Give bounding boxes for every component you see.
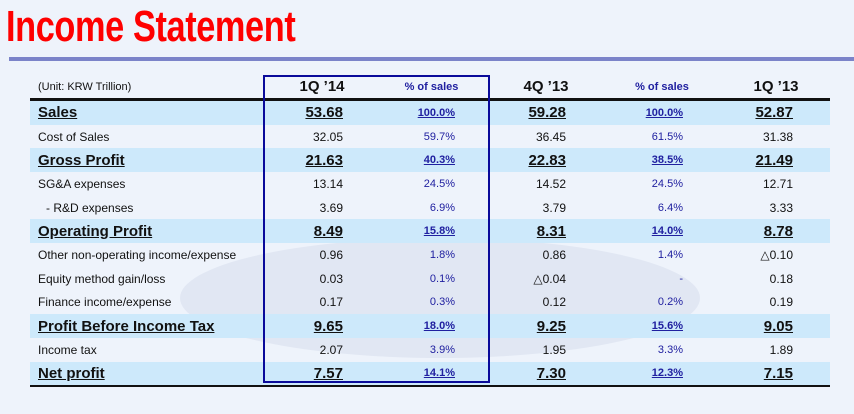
unit-label: (Unit: KRW Trillion) bbox=[38, 80, 132, 93]
pct-4q13: 14.0% bbox=[651, 225, 683, 238]
table-row: Sales 53.68 100.0% 59.28 100.0% 52.87 bbox=[30, 101, 830, 125]
header-4q13: 4Q ’13 bbox=[523, 78, 569, 95]
header-1q13: 1Q ’13 bbox=[753, 78, 799, 95]
table-row: Net profit 7.57 14.1% 7.30 12.3% 7.15 bbox=[30, 361, 830, 388]
pct-4q13: 1.4% bbox=[657, 248, 683, 261]
value-4q13: 0.12 bbox=[542, 295, 566, 310]
row-label: Finance income/expense bbox=[38, 295, 172, 310]
page-title: Income Statement bbox=[6, 2, 296, 51]
value-4q13: 0.86 bbox=[542, 247, 566, 262]
value-4q13: 59.28 bbox=[528, 104, 566, 122]
table-row: Equity method gain/loss 0.03 0.1% △0.04 - 0.1… bbox=[30, 267, 830, 291]
row-label: SG&A expenses bbox=[38, 176, 126, 191]
pct-4q13: 100.0% bbox=[645, 106, 683, 119]
row-label: Equity method gain/loss bbox=[38, 271, 166, 286]
pct-1q14: 3.9% bbox=[429, 343, 455, 356]
table-row: Profit Before Income Tax 9.65 18.0% 9.25 15.… bbox=[30, 314, 830, 338]
table-row: - R&D expenses 3.69 6.9% 3.79 6.4% 3.33 bbox=[30, 196, 830, 220]
value-1q13: 3.33 bbox=[769, 200, 793, 215]
pct-4q13: 38.5% bbox=[651, 154, 683, 167]
pct-1q14: 40.3% bbox=[423, 154, 455, 167]
value-1q13: 0.19 bbox=[769, 295, 793, 310]
value-1q13: 9.05 bbox=[763, 317, 793, 335]
header-pct-4q13: % of sales bbox=[635, 80, 689, 93]
row-label: Cost of Sales bbox=[38, 129, 110, 144]
value-4q13: 14.52 bbox=[535, 176, 566, 191]
value-1q14: 0.03 bbox=[319, 271, 343, 286]
table-row: Income tax 2.07 3.9% 1.95 3.3% 1.89 bbox=[30, 338, 830, 362]
pct-4q13: 3.3% bbox=[657, 343, 683, 356]
row-label: Other non-operating income/expense bbox=[38, 247, 237, 262]
pct-1q14: 59.7% bbox=[423, 130, 455, 143]
pct-4q13: 12.3% bbox=[651, 367, 683, 380]
value-1q14: 21.63 bbox=[305, 151, 343, 169]
income-statement-table: (Unit: KRW Trillion) 1Q ’14 % of sales 4… bbox=[30, 75, 830, 388]
table-row: Gross Profit 21.63 40.3% 22.83 38.5% 21.49 bbox=[30, 148, 830, 173]
value-1q14: 0.17 bbox=[319, 295, 343, 310]
value-4q13: 9.25 bbox=[536, 317, 566, 335]
pct-1q14: 1.8% bbox=[429, 248, 455, 261]
value-1q13: 0.18 bbox=[769, 271, 793, 286]
value-4q13: 3.79 bbox=[542, 200, 566, 215]
value-1q14: 9.65 bbox=[313, 317, 343, 335]
value-4q13: △0.04 bbox=[533, 271, 566, 286]
value-1q13: 31.38 bbox=[762, 129, 793, 144]
row-label: Sales bbox=[38, 104, 78, 122]
pct-1q14: 24.5% bbox=[423, 177, 455, 190]
pct-4q13: 6.4% bbox=[657, 201, 683, 214]
value-1q14: 3.69 bbox=[319, 200, 343, 215]
value-1q14: 13.14 bbox=[312, 176, 343, 191]
title-divider bbox=[9, 57, 854, 61]
pct-4q13: 0.2% bbox=[657, 296, 683, 309]
table-row: Finance income/expense 0.17 0.3% 0.12 0.2% 0.… bbox=[30, 291, 830, 315]
row-label: Income tax bbox=[38, 342, 97, 357]
value-1q13: 1.89 bbox=[769, 342, 793, 357]
table-row: Other non-operating income/expense 0.96 1.… bbox=[30, 243, 830, 267]
value-1q13: 12.71 bbox=[762, 176, 793, 191]
value-1q14: 32.05 bbox=[312, 129, 343, 144]
value-1q14: 2.07 bbox=[319, 342, 343, 357]
samsung-watermark bbox=[180, 238, 700, 358]
value-1q14: 53.68 bbox=[305, 104, 343, 122]
value-1q14: 7.57 bbox=[313, 364, 343, 382]
value-1q13: 21.49 bbox=[755, 151, 793, 169]
pct-1q14: 6.9% bbox=[429, 201, 455, 214]
pct-4q13: 24.5% bbox=[651, 177, 683, 190]
value-1q13: △0.10 bbox=[760, 247, 793, 262]
value-4q13: 1.95 bbox=[542, 342, 566, 357]
value-4q13: 8.31 bbox=[536, 222, 566, 240]
header-pct-1q14: % of sales bbox=[404, 80, 459, 93]
value-4q13: 7.30 bbox=[536, 364, 566, 382]
table-row: Cost of Sales 32.05 59.7% 36.45 61.5% 31.38 bbox=[30, 125, 830, 149]
value-1q13: 52.87 bbox=[755, 104, 793, 122]
pct-1q14: 0.3% bbox=[429, 296, 455, 309]
value-1q14: 8.49 bbox=[313, 222, 343, 240]
row-label: Net profit bbox=[38, 364, 105, 382]
pct-4q13: 15.6% bbox=[651, 320, 683, 333]
table-header: (Unit: KRW Trillion) 1Q ’14 % of sales 4… bbox=[30, 75, 830, 101]
table-row: SG&A expenses 13.14 24.5% 14.52 24.5% 12.71 bbox=[30, 172, 830, 196]
value-1q13: 7.15 bbox=[763, 364, 793, 382]
value-4q13: 36.45 bbox=[535, 129, 566, 144]
pct-4q13: - bbox=[679, 272, 683, 285]
row-label: Operating Profit bbox=[38, 222, 153, 240]
table-row: Operating Profit 8.49 15.8% 8.31 14.0% 8.78 bbox=[30, 219, 830, 244]
pct-1q14: 14.1% bbox=[423, 367, 455, 380]
table-body: Sales 53.68 100.0% 59.28 100.0% 52.87 Cost of … bbox=[30, 101, 830, 388]
pct-1q14: 18.0% bbox=[423, 320, 455, 333]
row-label: - R&D expenses bbox=[46, 200, 134, 215]
row-label: Gross Profit bbox=[38, 151, 125, 169]
pct-1q14: 0.1% bbox=[429, 272, 455, 285]
pct-1q14: 15.8% bbox=[423, 225, 455, 238]
pct-1q14: 100.0% bbox=[417, 106, 455, 119]
value-4q13: 22.83 bbox=[528, 151, 566, 169]
pct-4q13: 61.5% bbox=[651, 130, 683, 143]
row-label: Profit Before Income Tax bbox=[38, 317, 215, 335]
header-1q14: 1Q ’14 bbox=[299, 78, 345, 95]
value-1q13: 8.78 bbox=[763, 222, 793, 240]
value-1q14: 0.96 bbox=[319, 247, 343, 262]
